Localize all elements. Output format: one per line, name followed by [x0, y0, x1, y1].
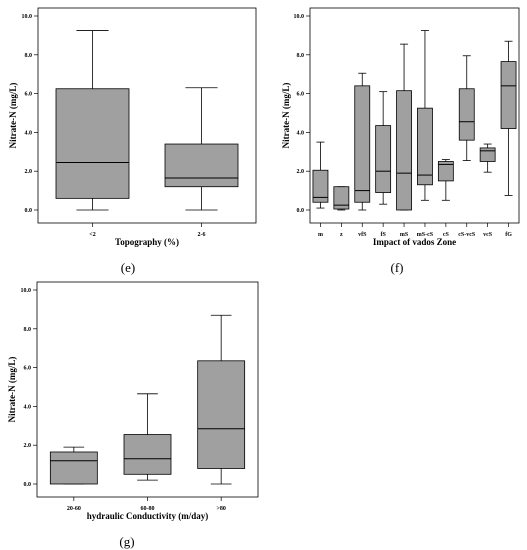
box	[312, 169, 329, 203]
x-tick-label: vcS	[483, 232, 493, 238]
y-tick-label: 4.0	[297, 130, 305, 136]
x-tick-label: fS	[380, 232, 386, 238]
box	[164, 143, 239, 188]
x-tick-label: >80	[216, 506, 225, 512]
y-tick-label: 4.0	[25, 130, 33, 136]
x-tick-label: 20-60	[67, 506, 81, 512]
y-tick-label: 2.0	[24, 443, 32, 449]
x-tick-label: cS-vcS	[458, 232, 476, 238]
panel-label: (f)	[391, 260, 404, 275]
x-axis-label: Impact of vados Zone	[373, 237, 456, 247]
y-tick-label: 8.0	[297, 53, 305, 59]
x-tick-label: vfS	[358, 232, 367, 238]
box	[458, 88, 475, 141]
panel-label: (g)	[119, 534, 134, 549]
y-tick-label: 8.0	[24, 327, 32, 333]
x-axis-label: Topography (%)	[115, 237, 179, 247]
y-tick-label: 10.0	[21, 288, 32, 294]
box	[333, 186, 350, 210]
y-tick-label: 2.0	[25, 169, 33, 175]
box	[437, 161, 454, 182]
box	[123, 434, 172, 475]
box	[375, 125, 392, 193]
y-axis-label: Nitrate-N (mg/L)	[7, 357, 17, 423]
x-axis-label: hydraulic Conductivity (m/day)	[87, 511, 209, 521]
x-tick-label: mS	[400, 232, 409, 238]
plot-frame	[309, 7, 520, 224]
y-tick-label: 10.0	[22, 14, 33, 20]
x-tick-label: z	[340, 232, 343, 238]
y-axis-label: Nitrate-N (mg/L)	[281, 83, 291, 149]
x-tick-label: cS	[443, 232, 450, 238]
x-tick-label: mS-cS	[417, 232, 434, 238]
box	[55, 88, 130, 199]
y-tick-label: 2.0	[297, 169, 305, 175]
box	[500, 61, 517, 129]
x-tick-label: m	[318, 232, 323, 238]
box	[197, 360, 246, 469]
y-tick-label: 6.0	[25, 92, 33, 98]
box	[396, 90, 412, 211]
x-tick-label: fG	[505, 232, 512, 238]
x-tick-label: <2	[89, 232, 95, 238]
y-tick-label: 4.0	[24, 404, 32, 410]
plot-frame	[37, 7, 257, 224]
y-tick-label: 6.0	[24, 366, 32, 372]
panel-label: (e)	[121, 260, 135, 275]
box	[479, 147, 496, 162]
y-tick-label: 10.0	[294, 14, 305, 20]
y-tick-label: 0.0	[25, 208, 33, 214]
x-tick-label: 2-6	[198, 232, 206, 238]
box	[49, 451, 98, 485]
box	[354, 85, 371, 203]
x-tick-label: 60-80	[141, 506, 155, 512]
box	[417, 107, 433, 186]
y-tick-label: 0.0	[297, 208, 305, 214]
y-tick-label: 6.0	[297, 92, 305, 98]
y-axis-label: Nitrate-N (mg/L)	[8, 83, 18, 149]
y-tick-label: 0.0	[24, 482, 32, 488]
y-tick-label: 8.0	[25, 53, 33, 59]
